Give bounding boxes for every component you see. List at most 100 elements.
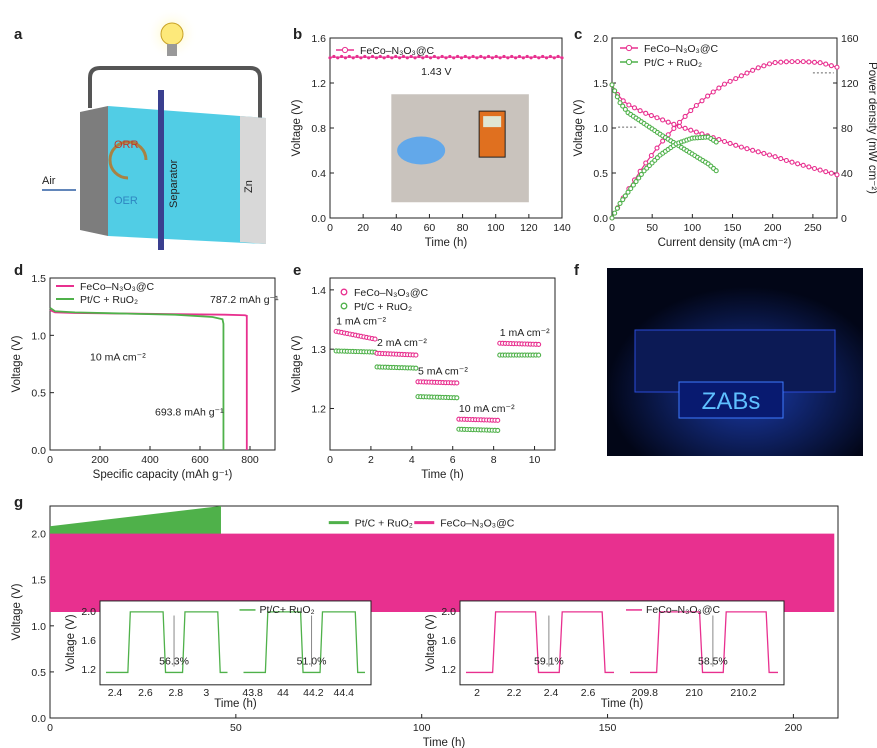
g-inset-x-tick-label: 44.2 xyxy=(303,687,324,699)
g-inset-x-tick-label: 2.4 xyxy=(544,687,559,699)
c-x-axis-label: Current density (mA cm⁻²) xyxy=(658,237,792,249)
b-x-tick-label: 60 xyxy=(424,222,436,234)
e-legend-marker xyxy=(340,302,348,310)
c-power-point xyxy=(609,215,615,221)
c-voltage-point xyxy=(660,117,666,123)
c-x-tick-label: 250 xyxy=(804,222,822,234)
g-x-tick-label: 0 xyxy=(47,722,53,734)
separator-label: Separator xyxy=(168,159,180,208)
circuit-wire xyxy=(88,66,262,118)
b-x-tick-label: 100 xyxy=(487,222,505,234)
zinc-electrode xyxy=(240,116,266,244)
c-power-point xyxy=(716,85,722,91)
c-voltage-point xyxy=(620,103,626,109)
g-x-tick-label: 150 xyxy=(599,722,617,734)
e-x-tick-label: 0 xyxy=(327,454,333,466)
separator-bar xyxy=(158,90,164,250)
d-series-line xyxy=(49,307,225,450)
c-power-point xyxy=(727,78,733,84)
c-voltage-point xyxy=(823,169,829,175)
c-voltage-point xyxy=(789,159,795,165)
c-power-point xyxy=(705,93,711,99)
c-power-point xyxy=(800,59,806,65)
g-inset-y-tick-label: 1.6 xyxy=(441,635,456,647)
c-voltage-point xyxy=(688,127,694,133)
electrolyte xyxy=(108,106,266,244)
c-voltage-point xyxy=(733,142,739,148)
b-x-axis-label: Time (h) xyxy=(425,237,468,249)
c-power-point xyxy=(783,59,789,65)
b-x-tick-label: 40 xyxy=(390,222,402,234)
c-y2-axis-label: Power density (mW cm⁻²) xyxy=(866,62,877,194)
e-x-tick-label: 2 xyxy=(368,454,374,466)
e-series-point xyxy=(372,336,378,342)
c-voltage-point xyxy=(727,140,733,146)
g-inset-y-axis-label: Voltage (V) xyxy=(65,614,77,671)
c-power-point xyxy=(733,76,739,82)
g-x-axis-label: Time (h) xyxy=(423,737,466,748)
panel-label-c: c xyxy=(574,26,583,43)
b-x-tick-label: 80 xyxy=(457,222,469,234)
b-y-tick-label: 0.0 xyxy=(311,213,326,225)
c-voltage-point xyxy=(778,156,784,162)
c-power-point xyxy=(738,73,744,79)
c-voltage-point xyxy=(643,110,649,116)
c-voltage-point xyxy=(648,112,654,119)
c-power-point xyxy=(811,59,818,65)
e-current-label: 1 mA cm⁻² xyxy=(500,327,550,339)
e-current-label: 10 mA cm⁻² xyxy=(459,403,515,415)
c-voltage-point xyxy=(744,146,750,152)
c-power-point xyxy=(622,193,628,199)
e-current-label: 5 mA cm⁻² xyxy=(418,366,468,378)
e-series-point xyxy=(413,352,419,358)
battery-diagram: ORR OER Air Separator Zn xyxy=(42,8,266,250)
c-power-point xyxy=(648,152,654,159)
e-x-axis-label: Time (h) xyxy=(421,469,464,481)
e-series-point xyxy=(413,365,419,371)
c-y-axis-label: Voltage (V) xyxy=(573,99,585,156)
g-y-axis-label: Voltage (V) xyxy=(11,583,23,640)
g-inset-legend-label: Pt/C+ RuO₂ xyxy=(260,604,315,616)
d-legend-label: FeCo–N₃O₃@C xyxy=(80,281,154,293)
c-voltage-point xyxy=(755,149,761,155)
g-inset-frame xyxy=(99,600,372,686)
g-inset-x-tick-label: 44 xyxy=(277,687,289,699)
c-power-point xyxy=(772,60,778,66)
g-inset-y-tick-label: 1.6 xyxy=(81,635,96,647)
g-inset-x-tick-label: 2.6 xyxy=(138,687,153,699)
g-inset-curve xyxy=(466,611,614,674)
d-x-axis-label: Specific capacity (mAh g⁻¹) xyxy=(93,469,233,481)
c-voltage-point xyxy=(637,108,643,114)
c-power-point xyxy=(778,59,784,65)
c-voltage-point xyxy=(721,138,728,145)
c-voltage-point xyxy=(800,162,806,168)
panel-label-e: e xyxy=(293,262,302,279)
c-power-point xyxy=(699,98,705,104)
c-voltage-point xyxy=(612,88,618,94)
panel-label-g: g xyxy=(14,494,24,511)
e-current-label: 2 mA cm⁻² xyxy=(377,337,427,349)
c-x-tick-label: 50 xyxy=(646,222,658,234)
d-x-tick-label: 600 xyxy=(191,454,209,466)
b-y-tick-label: 0.8 xyxy=(311,123,326,135)
c-power-point xyxy=(630,182,636,188)
c-y-tick-label: 2.0 xyxy=(593,33,608,45)
c-power-point xyxy=(633,178,639,185)
c-y-tick-label: 1.0 xyxy=(593,123,608,135)
c-power-point xyxy=(721,81,728,87)
g-inset-y-tick-label: 2.0 xyxy=(441,606,456,618)
e-plot-frame xyxy=(329,277,556,451)
c-voltage-point xyxy=(713,168,719,174)
c-y2-tick-label: 120 xyxy=(841,78,859,90)
c-legend-marker xyxy=(625,58,633,66)
g-inset-y-axis-label: Voltage (V) xyxy=(425,614,437,671)
b-y-tick-label: 1.6 xyxy=(311,33,326,45)
e-y-tick-label: 1.3 xyxy=(311,344,326,356)
e-series-point xyxy=(536,352,542,358)
c-power-point xyxy=(755,65,761,71)
d-legend-label: Pt/C + RuO₂ xyxy=(80,294,138,306)
panel-label-b: b xyxy=(293,26,303,43)
g-y-tick-label: 0.5 xyxy=(31,667,46,679)
c-power-point xyxy=(795,59,801,65)
c-power-point xyxy=(636,175,642,181)
